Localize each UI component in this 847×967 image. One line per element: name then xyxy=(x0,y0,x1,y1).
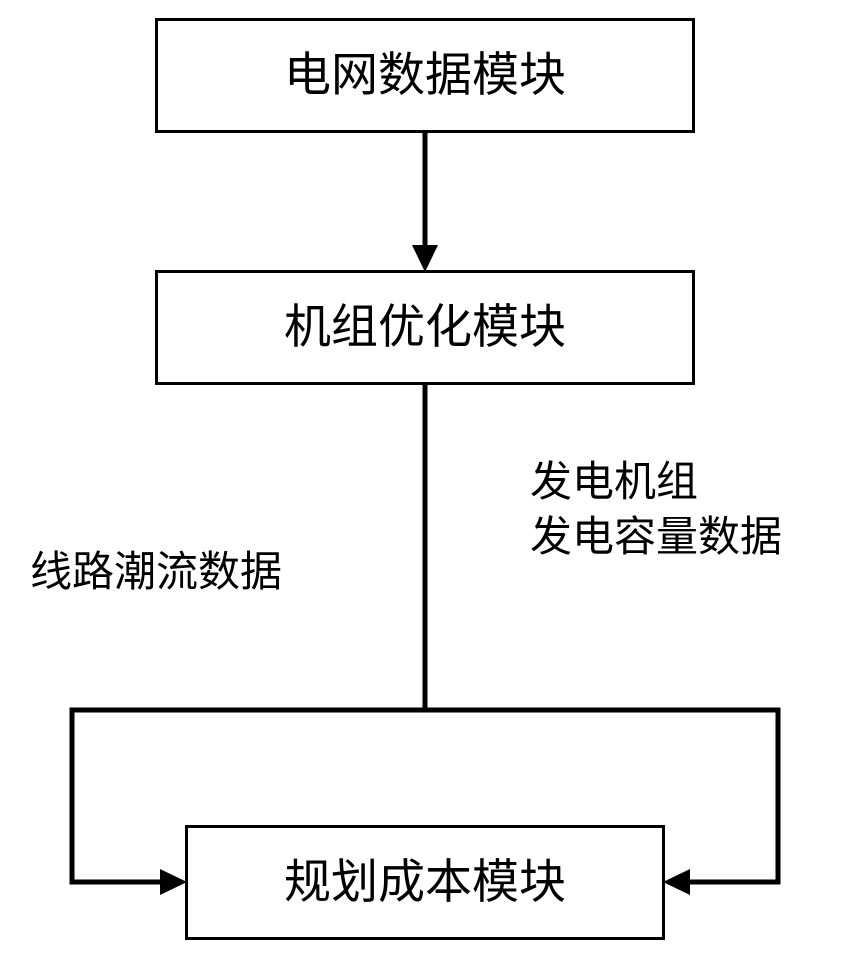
edge-label-generator-capacity-data: 发电机组 发电容量数据 xyxy=(530,455,782,564)
node-label: 电网数据模块 xyxy=(284,47,566,103)
node-label: 规划成本模块 xyxy=(284,854,566,910)
flowchart-node-unit-optimization: 机组优化模块 xyxy=(155,270,695,385)
arrowhead-icon xyxy=(663,869,690,895)
flowchart-node-planning-cost: 规划成本模块 xyxy=(185,825,665,940)
arrowhead-icon xyxy=(412,245,438,272)
edge-n2-n3-left xyxy=(72,385,425,882)
node-label: 机组优化模块 xyxy=(284,299,566,355)
arrowhead-icon xyxy=(160,869,187,895)
edge-label-line-flow-data: 线路潮流数据 xyxy=(30,545,282,600)
flowchart-node-grid-data: 电网数据模块 xyxy=(155,18,695,133)
